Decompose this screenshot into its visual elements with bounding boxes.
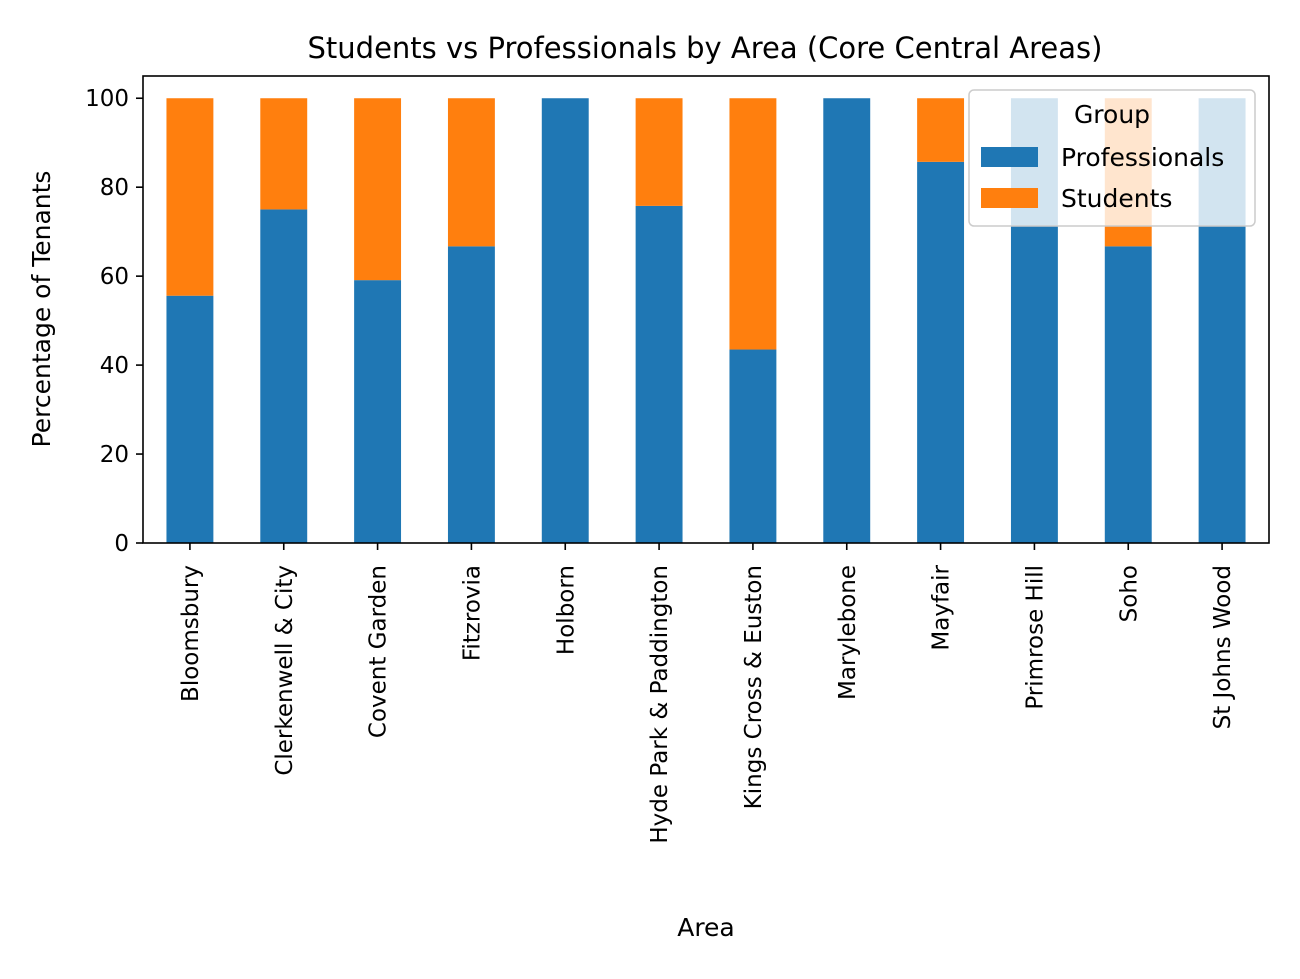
bar-professionals-clerkenwell-and-city [260,209,308,543]
legend-swatch-professionals [981,147,1038,167]
legend-title: Group [1074,100,1150,129]
legend-label-students: Students [1061,184,1172,213]
bar-professionals-hyde-park-and-paddington [635,205,683,543]
y-tick-label: 40 [100,353,129,379]
bar-professionals-covent-garden [354,280,402,543]
bar-professionals-soho [1104,246,1152,543]
legend-swatch-students [981,188,1038,208]
legend-label-professionals: Professionals [1061,143,1224,172]
bar-students-mayfair [917,98,965,162]
bar-students-hyde-park-and-paddington [635,98,683,206]
bar-students-kings-cross-and-euston [729,98,777,350]
plot-area-frame [142,75,1270,544]
x-tick-label-kings-cross-and-euston: Kings Cross & Euston [741,565,767,809]
x-axis-label: Area [677,913,735,942]
bar-professionals-kings-cross-and-euston [729,349,777,543]
y-axis-label: Percentage of Tenants [27,171,56,448]
bar-professionals-bloomsbury [166,295,214,543]
legend: Group Professionals Students [968,89,1256,227]
x-tick-label-hyde-park-and-paddington: Hyde Park & Paddington [647,565,673,844]
y-tick-label: 0 [114,531,129,557]
bar-students-bloomsbury [166,98,214,296]
x-axis: Bloomsbury Clerkenwell & City Covent Garde… [178,543,1236,844]
y-tick-label: 60 [100,264,129,290]
bar-students-covent-garden [354,98,402,281]
y-tick-label: 100 [85,86,129,112]
y-tick-label: 80 [100,175,129,201]
bar-students-clerkenwell-and-city [260,98,308,210]
x-tick-label-soho: Soho [1116,565,1142,622]
x-tick-label-covent-garden: Covent Garden [366,565,392,738]
x-tick-label-holborn: Holborn [553,565,579,655]
bar-students-fitzrovia [447,98,495,247]
y-tick-label: 20 [100,442,129,468]
bar-professionals-mayfair [917,161,965,543]
x-tick-label-primrose-hill: Primrose Hill [1022,565,1048,710]
bar-professionals-marylebone [823,98,871,543]
x-tick-label-bloomsbury: Bloomsbury [178,565,204,702]
x-tick-label-st-johns-wood: St Johns Wood [1210,565,1236,729]
bar-professionals-holborn [541,98,589,543]
legend-box [968,89,1256,227]
x-tick-label-fitzrovia: Fitzrovia [459,565,485,661]
x-tick-label-clerkenwell-and-city: Clerkenwell & City [272,565,298,776]
x-tick-label-marylebone: Marylebone [835,565,861,700]
y-axis: 0 20 40 60 80 100 [85,86,143,557]
chart-title: Students vs Professionals by Area (Core … [308,31,1103,65]
x-tick-label-mayfair: Mayfair [929,564,955,650]
bar-professionals-fitzrovia [447,246,495,543]
